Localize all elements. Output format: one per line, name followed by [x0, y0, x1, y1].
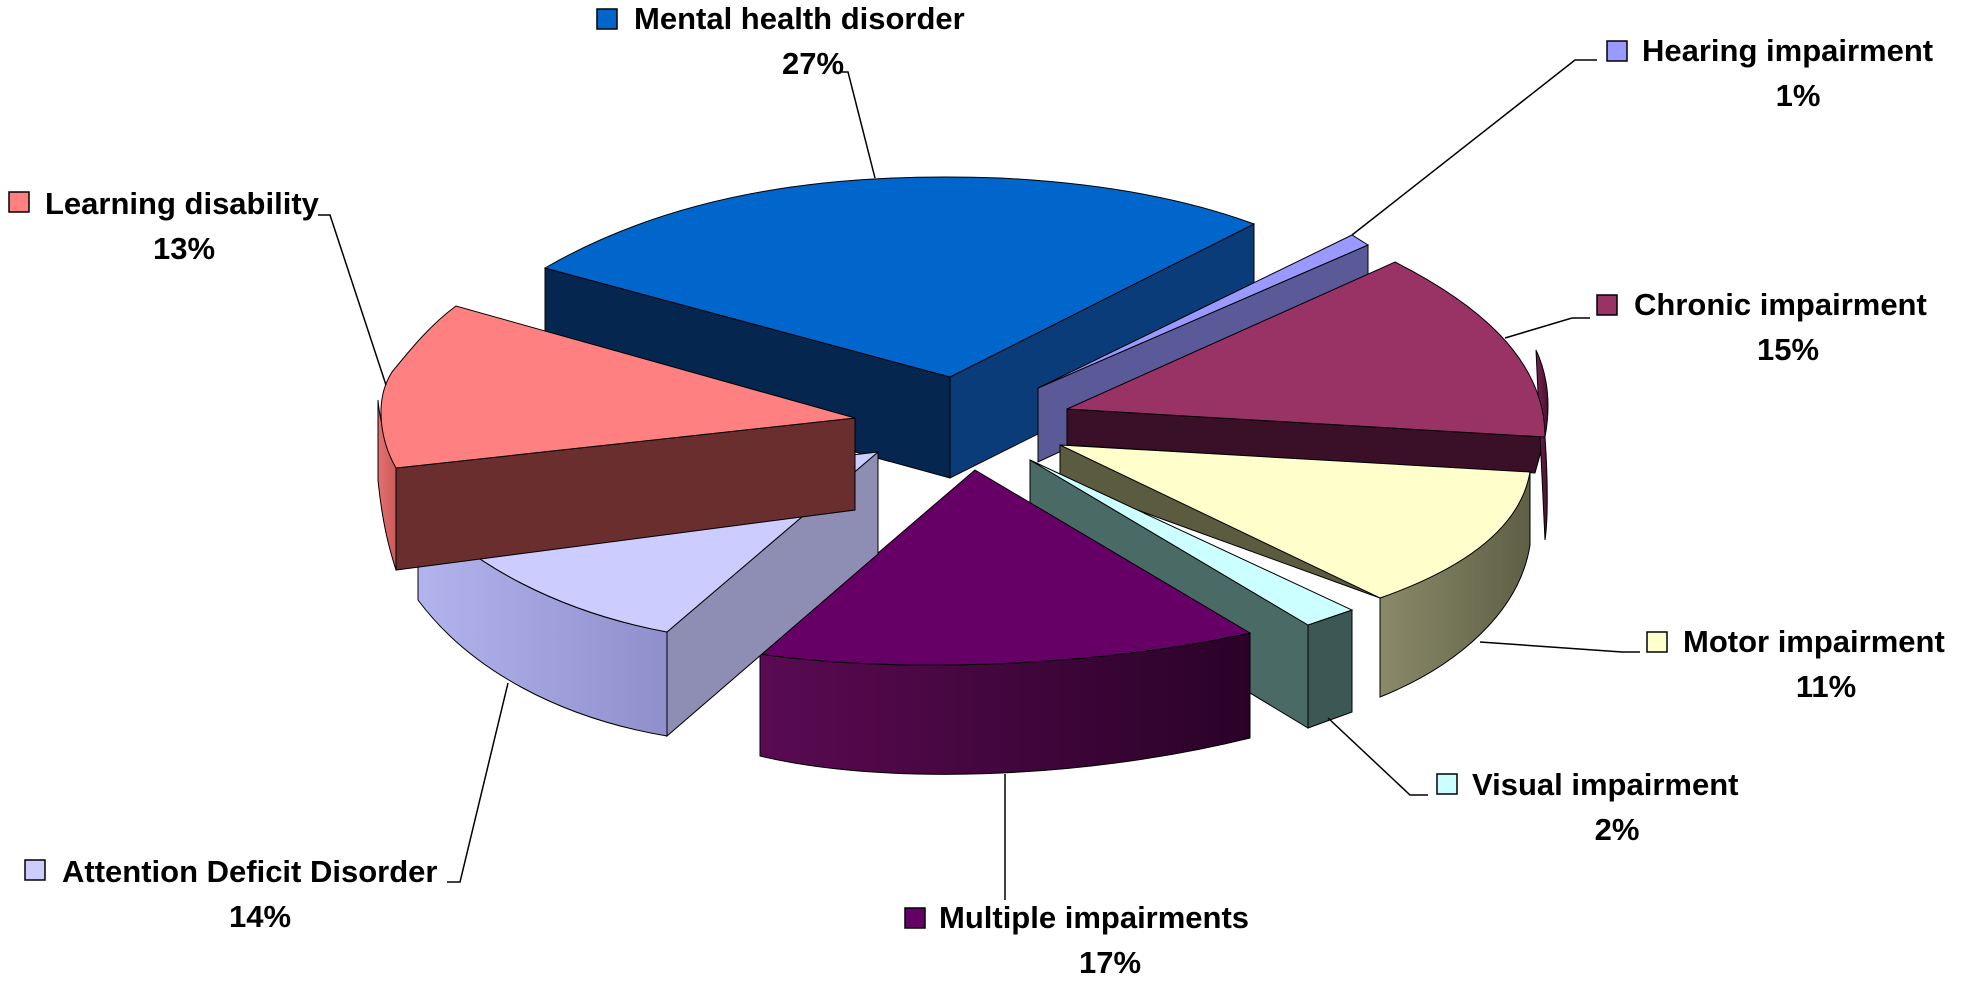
label-percent: 11%	[1796, 669, 1856, 704]
label-percent: 13%	[153, 231, 215, 266]
legend-key-add	[24, 859, 46, 881]
legend-key-mental	[596, 8, 618, 30]
slice-learning-disability	[377, 305, 856, 571]
leader-hearing	[1351, 59, 1597, 236]
label-chronic-impairment: Chronic impairment 15%	[1596, 287, 1927, 367]
legend-key-learn	[8, 191, 30, 213]
label-name: Motor impairment	[1683, 624, 1945, 659]
label-name: Attention Deficit Disorder	[62, 854, 437, 889]
label-name: Hearing impairment	[1642, 33, 1933, 68]
legend-key-motor	[1646, 631, 1668, 653]
label-visual-impairment: Visual impairment 2%	[1436, 767, 1738, 847]
leader-visual	[1327, 717, 1428, 796]
slice-multiple-impairments	[758, 469, 1252, 775]
label-percent: 2%	[1595, 812, 1640, 847]
label-name: Visual impairment	[1472, 767, 1738, 802]
label-percent: 17%	[1079, 945, 1141, 980]
label-percent: 1%	[1776, 78, 1821, 113]
label-percent: 27%	[782, 46, 844, 81]
label-learning-disability: Learning disability 13%	[8, 186, 320, 266]
label-hearing-impairment: Hearing impairment 1%	[1606, 33, 1933, 113]
label-multiple-impairments: Multiple impairments 17%	[904, 900, 1249, 980]
label-attention-deficit-disorder: Attention Deficit Disorder 14%	[24, 854, 437, 934]
label-percent: 15%	[1757, 332, 1819, 367]
legend-key-hearing	[1606, 40, 1628, 62]
label-motor-impairment: Motor impairment 11%	[1646, 624, 1945, 704]
legend-key-visual	[1436, 773, 1458, 795]
label-name: Chronic impairment	[1634, 287, 1927, 322]
leader-learn	[318, 214, 387, 386]
slice-motor-impairment	[1059, 444, 1531, 698]
legend-key-chronic	[1596, 294, 1618, 316]
label-name: Mental health disorder	[634, 1, 965, 36]
label-name: Multiple impairments	[939, 900, 1249, 935]
leader-add	[447, 682, 509, 883]
label-name: Learning disability	[45, 186, 320, 221]
leader-mental	[842, 71, 876, 179]
legend-key-multi	[904, 907, 926, 929]
label-percent: 14%	[229, 899, 291, 934]
leader-lines	[318, 59, 1640, 900]
slice-chronic-impairment	[1066, 261, 1549, 541]
leader-motor	[1479, 641, 1640, 653]
label-mental-health-disorder: Mental health disorder 27%	[596, 1, 965, 81]
leader-chronic	[1504, 317, 1590, 339]
